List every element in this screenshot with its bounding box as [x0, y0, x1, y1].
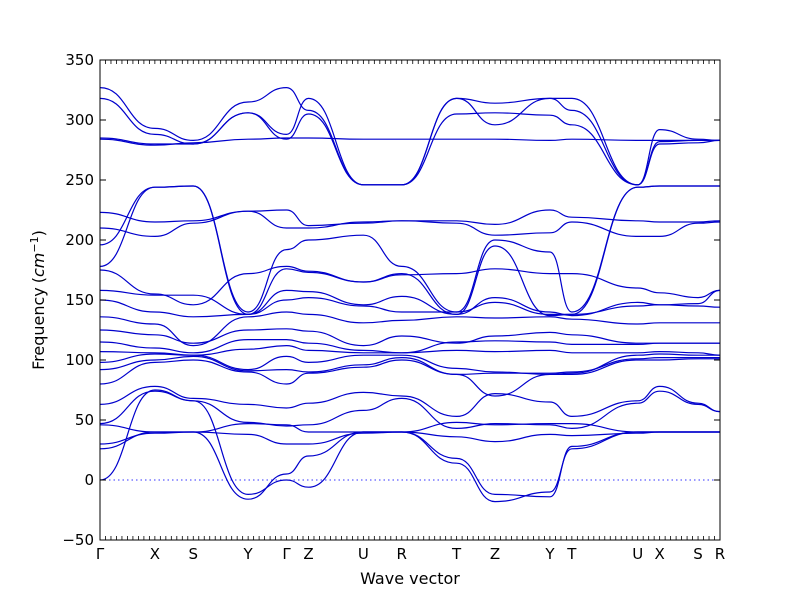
y-tick-label: 300 — [65, 111, 94, 129]
x-tick-label: Z — [490, 545, 500, 563]
y-tick-label: 50 — [75, 411, 94, 429]
phonon-branch-23 — [99, 431, 720, 500]
phonon-branch-4 — [99, 137, 720, 146]
x-axis-label: Wave vector — [360, 569, 460, 588]
phonon-branch-16 — [99, 353, 720, 376]
x-tick-label: R — [397, 545, 407, 563]
y-axis-label-exp: −1 — [28, 236, 41, 252]
phonon-branch-12 — [99, 311, 720, 347]
x-tick-label: Γ — [282, 545, 291, 563]
x-tick-label: R — [715, 545, 725, 563]
x-tick-label: X — [150, 545, 160, 563]
phonon-branch-6 — [99, 209, 721, 238]
x-tick-label: T — [566, 545, 577, 563]
phonon-branch-5 — [99, 209, 721, 229]
phonon-branch-17 — [99, 355, 720, 376]
y-tick-label: 200 — [65, 231, 94, 249]
plot-border — [99, 59, 721, 541]
phonon-branch-3 — [99, 112, 720, 186]
x-tick-label: U — [358, 545, 369, 563]
phonon-branch-19 — [99, 385, 721, 418]
phonon-branch-9 — [99, 265, 721, 306]
phonon-branch-7 — [99, 185, 720, 313]
y-tick-label: −50 — [62, 531, 94, 549]
x-tick-label: S — [693, 545, 703, 563]
series-layer — [99, 86, 721, 503]
y-tick-label: 150 — [65, 291, 94, 309]
plot-frame — [99, 59, 721, 541]
y-tick-label: 0 — [84, 471, 94, 489]
y-axis-label-text: Frequency — [29, 287, 48, 370]
phonon-branch-10 — [99, 289, 721, 317]
x-tick-label: X — [655, 545, 665, 563]
x-tick-label: Γ — [96, 545, 105, 563]
phonon-branch-11 — [99, 296, 721, 318]
phonon-branch-18 — [99, 358, 720, 397]
phonon-branch-15 — [99, 344, 721, 356]
x-tick-label: U — [632, 545, 643, 563]
x-tick-label: Y — [243, 545, 254, 563]
phonon-branch-13 — [99, 328, 720, 347]
phonon-branch-1 — [99, 86, 721, 186]
y-tick-label: 250 — [65, 171, 94, 189]
phonon-branch-24 — [99, 389, 720, 503]
phonon-branch-2 — [99, 97, 721, 186]
y-axis-label-open: ( — [29, 277, 48, 283]
x-tick-label: T — [451, 545, 462, 563]
y-axis-label: Frequency (cm−1) — [28, 230, 48, 370]
y-tick-label: 350 — [65, 51, 94, 69]
phonon-branch-14 — [99, 339, 720, 354]
x-tick-label: S — [189, 545, 199, 563]
phonon-branch-22 — [99, 431, 720, 445]
phonon-branch-21 — [99, 421, 720, 433]
y-axis-label-close: ) — [29, 230, 48, 236]
y-tick-label: 100 — [65, 351, 94, 369]
phonon-branch-8 — [99, 185, 720, 317]
phonon-branch-20 — [99, 390, 721, 430]
x-tick-label: Y — [544, 545, 555, 563]
y-axis-ticks: −50 0 50 100 150 200 250 300 350 — [62, 51, 720, 549]
x-tick-label: Z — [303, 545, 313, 563]
y-axis-label-unit: cm — [29, 253, 48, 277]
